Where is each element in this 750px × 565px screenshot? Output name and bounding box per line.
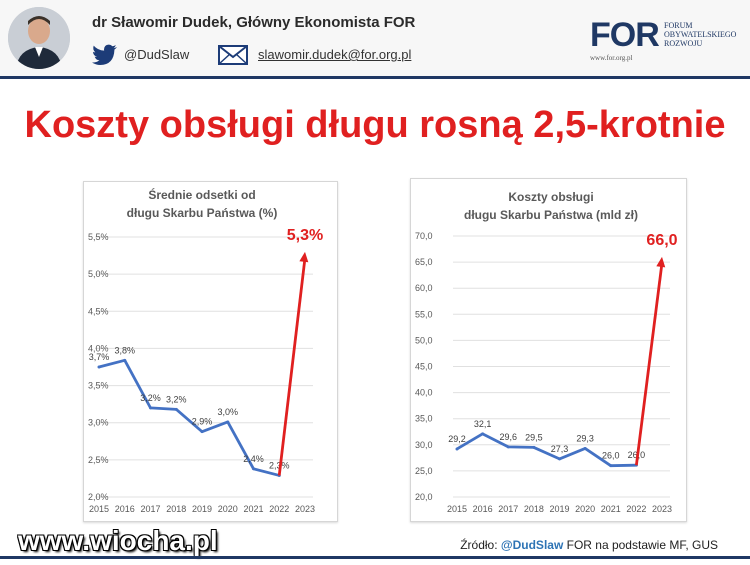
y-tick-label: 5,5% xyxy=(88,232,109,242)
data-point xyxy=(481,432,485,436)
data-label: 3,7% xyxy=(89,352,110,362)
highlight-arrow-head xyxy=(299,251,309,263)
mail-icon xyxy=(218,45,248,65)
highlight-arrow-line xyxy=(634,262,664,466)
data-point xyxy=(97,365,101,369)
data-label: 2,9% xyxy=(192,417,213,427)
x-tick-label: 2015 xyxy=(89,504,109,514)
x-tick-label: 2016 xyxy=(115,504,135,514)
logo-text: FORUM OBYWATELSKIEGO ROZWOJU xyxy=(664,21,737,48)
y-tick-label: 2,5% xyxy=(88,455,109,465)
y-tick-label: 40,0 xyxy=(415,388,433,398)
x-tick-label: 2023 xyxy=(295,504,315,514)
y-tick-label: 5,0% xyxy=(88,269,109,279)
highlight-arrow-line xyxy=(277,257,307,476)
logo-url: www.for.org.pl xyxy=(590,54,633,62)
y-tick-label: 4,0% xyxy=(88,343,109,353)
x-tick-label: 2019 xyxy=(549,504,569,514)
y-tick-label: 35,0 xyxy=(415,414,433,424)
email-link[interactable]: slawomir.dudek@for.org.pl xyxy=(258,47,412,62)
y-tick-label: 60,0 xyxy=(415,283,433,293)
x-tick-label: 2021 xyxy=(601,504,621,514)
data-point xyxy=(123,358,127,362)
series-line xyxy=(456,432,637,468)
y-tick-label: 2,0% xyxy=(88,492,109,502)
twitter-handle[interactable]: @DudSlaw xyxy=(124,47,190,62)
y-tick-label: 30,0 xyxy=(415,440,433,450)
chart-title: długu Skarbu Państwa (mld zł) xyxy=(464,208,638,222)
x-tick-label: 2020 xyxy=(575,504,595,514)
data-label: 3,8% xyxy=(114,345,135,355)
highlight-arrow-head xyxy=(656,256,666,268)
x-tick-label: 2017 xyxy=(140,504,160,514)
source-note: Źródło: @DudSlaw FOR na podstawie MF, GU… xyxy=(460,538,718,552)
header-divider xyxy=(0,76,750,79)
y-tick-label: 50,0 xyxy=(415,335,433,345)
x-tick-label: 2021 xyxy=(243,504,263,514)
watermark: www.wiocha.pl xyxy=(18,525,218,556)
x-tick-label: 2018 xyxy=(524,504,544,514)
chart-interest-rate: Średnie odsetki od długu Skarbu Państwa (… xyxy=(88,187,323,514)
data-point xyxy=(174,407,178,411)
x-tick-label: 2022 xyxy=(626,504,646,514)
data-label: 3,0% xyxy=(217,407,238,417)
data-label: 32,1 xyxy=(474,419,492,429)
y-tick-label: 4,5% xyxy=(88,306,109,316)
twitter-icon xyxy=(92,44,118,66)
x-tick-label: 2018 xyxy=(166,504,186,514)
highlight-value: 5,3% xyxy=(287,227,323,244)
data-label: 29,6 xyxy=(499,432,517,442)
source-handle: @DudSlaw xyxy=(500,538,564,552)
author-name: dr Sławomir Dudek, Główny Ekonomista FOR xyxy=(92,14,416,31)
y-tick-label: 20,0 xyxy=(415,492,433,502)
data-point xyxy=(226,420,230,424)
x-tick-label: 2022 xyxy=(269,504,289,514)
x-tick-label: 2020 xyxy=(218,504,238,514)
y-tick-label: 55,0 xyxy=(415,309,433,319)
x-tick-label: 2019 xyxy=(192,504,212,514)
page-title: Koszty obsługi długu rosną 2,5-krotnie xyxy=(24,104,726,146)
data-label: 2,4% xyxy=(243,454,264,464)
data-label: 3,2% xyxy=(140,393,161,403)
chart-panel-interest: Średnie odsetki od długu Skarbu Państwa (… xyxy=(83,181,338,522)
y-tick-label: 45,0 xyxy=(415,362,433,372)
data-point xyxy=(609,464,613,468)
series-line xyxy=(98,358,280,477)
y-tick-label: 3,0% xyxy=(88,418,109,428)
data-point xyxy=(200,430,204,434)
data-point xyxy=(583,446,587,450)
y-tick-label: 65,0 xyxy=(415,257,433,267)
y-tick-label: 3,5% xyxy=(88,381,109,391)
header-bar xyxy=(0,0,750,76)
data-label: 29,2 xyxy=(448,434,466,444)
data-point xyxy=(532,445,536,449)
data-point xyxy=(506,445,510,449)
x-tick-label: 2015 xyxy=(447,504,467,514)
chart-title: Średnie odsetki od xyxy=(148,187,255,202)
chart-debt-costs: Koszty obsługi długu Skarbu Państwa (mld … xyxy=(415,190,678,514)
data-point xyxy=(455,447,459,451)
data-point xyxy=(558,457,561,461)
data-label: 29,3 xyxy=(576,433,594,443)
y-tick-label: 25,0 xyxy=(415,466,433,476)
chart-title: Koszty obsługi xyxy=(508,190,593,204)
data-point xyxy=(252,467,255,471)
logo-word: FOR xyxy=(590,16,660,54)
data-label: 26,0 xyxy=(602,451,620,461)
chart-panel-costs: Koszty obsługi długu Skarbu Państwa (mld … xyxy=(410,178,687,522)
x-tick-label: 2016 xyxy=(473,504,493,514)
footer-divider xyxy=(0,556,750,559)
data-label: 3,2% xyxy=(166,394,187,404)
author-avatar xyxy=(8,7,70,69)
y-tick-label: 70,0 xyxy=(415,231,433,241)
chart-title: długu Skarbu Państwa (%) xyxy=(127,206,278,220)
x-tick-label: 2023 xyxy=(652,504,672,514)
data-point xyxy=(149,406,152,410)
highlight-value: 66,0 xyxy=(646,232,677,249)
data-label: 27,3 xyxy=(551,444,569,454)
x-tick-label: 2017 xyxy=(498,504,518,514)
data-label: 29,5 xyxy=(525,432,543,442)
for-logo: FOR FORUM OBYWATELSKIEGO ROZWOJU www.for… xyxy=(590,16,740,66)
